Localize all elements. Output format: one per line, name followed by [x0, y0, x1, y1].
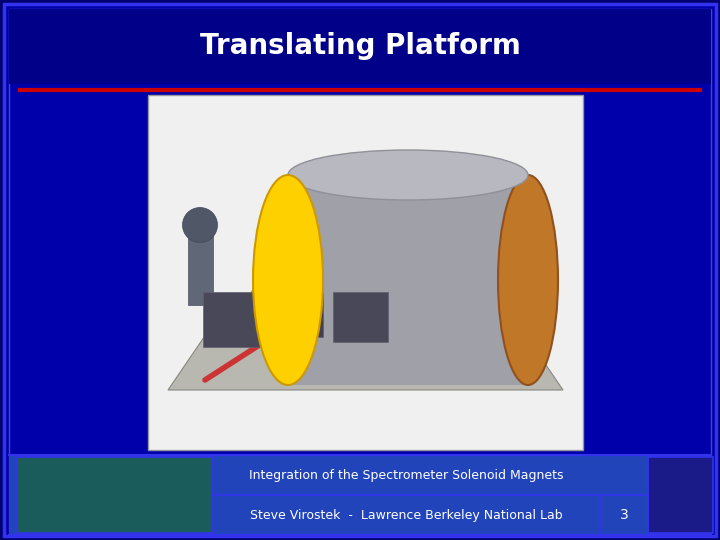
Text: Integration of the Spectrometer Solenoid Magnets: Integration of the Spectrometer Solenoid…: [248, 469, 563, 482]
Ellipse shape: [288, 150, 528, 200]
Bar: [148, 95, 583, 450]
Bar: [188, 225, 213, 305]
Polygon shape: [168, 302, 563, 390]
Bar: [333, 292, 388, 342]
Text: Steve Virostek  -  Lawrence Berkeley National Lab: Steve Virostek - Lawrence Berkeley Natio…: [250, 509, 562, 522]
Bar: [9, 9, 711, 84]
Polygon shape: [248, 195, 503, 302]
Bar: [203, 292, 263, 347]
Bar: [273, 292, 323, 337]
Ellipse shape: [182, 207, 217, 242]
Text: Translating Platform: Translating Platform: [199, 32, 521, 60]
Ellipse shape: [253, 175, 323, 385]
Text: 3: 3: [620, 508, 629, 522]
Bar: [9, 455, 711, 535]
Bar: [288, 175, 528, 385]
Bar: [648, 457, 713, 533]
Ellipse shape: [498, 175, 558, 385]
Bar: [17, 457, 212, 533]
